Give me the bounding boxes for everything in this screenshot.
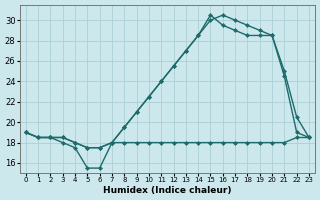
X-axis label: Humidex (Indice chaleur): Humidex (Indice chaleur) xyxy=(103,186,232,195)
